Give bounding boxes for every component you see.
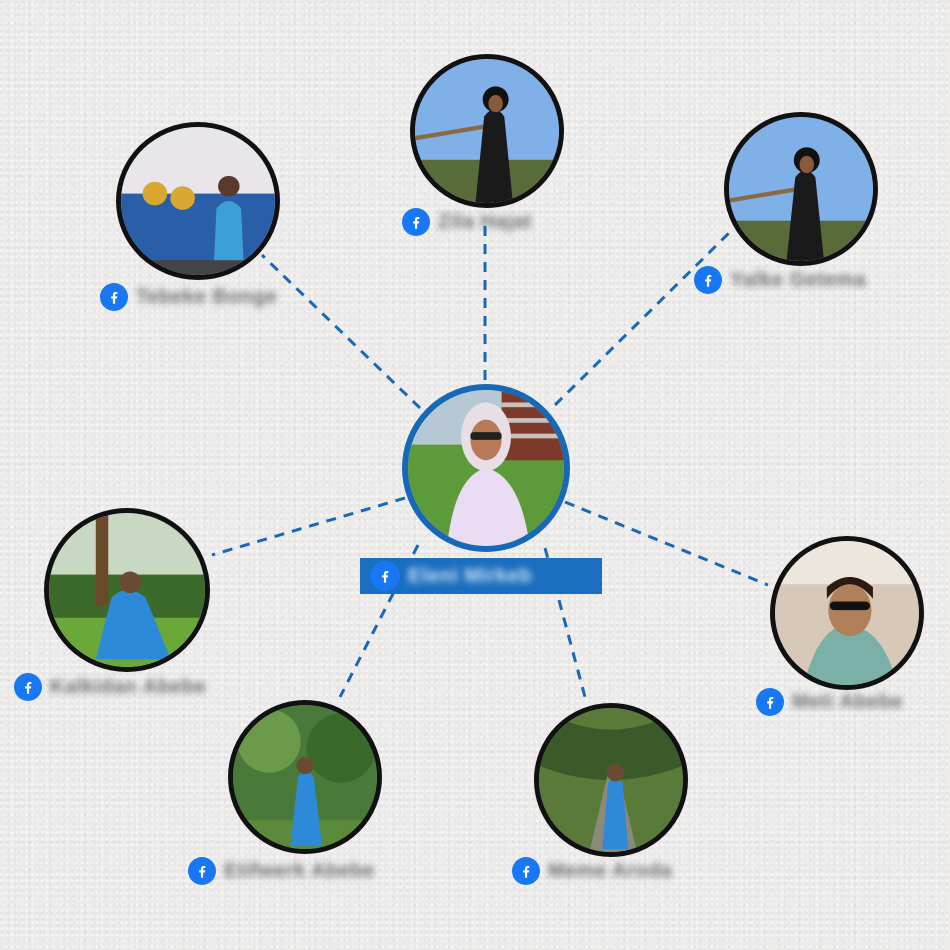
node-name: Meme Aroda (548, 859, 673, 882)
node-label-left[interactable]: Kalkidan Abebe (14, 673, 206, 701)
node-name: Etifwerk Abebe (224, 859, 375, 882)
connector-left (211, 496, 406, 557)
facebook-icon (402, 208, 430, 236)
node-label-top-left[interactable]: Tebeke Bonge (100, 283, 277, 311)
node-name: Tebeke Bonge (136, 285, 278, 308)
node-label-top-right[interactable]: Yalke Getema (694, 266, 866, 294)
connector-top-right (553, 230, 732, 407)
facebook-icon (370, 561, 400, 591)
node-name: Yalke Getema (730, 268, 867, 291)
facebook-icon (188, 857, 216, 885)
profile-photo-right[interactable] (770, 536, 924, 690)
node-label-bottom-right[interactable]: Meme Aroda (512, 857, 672, 885)
center-name-banner[interactable]: Eleni Mirkeb (360, 558, 602, 594)
profile-photo-top-left[interactable] (116, 122, 280, 280)
node-label-bottom-left[interactable]: Etifwerk Abebe (188, 857, 375, 885)
connector-top-left (260, 253, 422, 410)
profile-photo-bottom-right[interactable] (534, 703, 688, 857)
center-name: Eleni Mirkeb (408, 564, 532, 587)
connector-right (564, 500, 769, 587)
profile-photo-left[interactable] (44, 508, 210, 672)
node-name: Zila Hajat (438, 210, 532, 233)
facebook-icon (100, 283, 128, 311)
node-name: Meti Abebe (792, 690, 903, 713)
facebook-icon (512, 857, 540, 885)
facebook-icon (14, 673, 42, 701)
center-profile-photo[interactable] (402, 384, 570, 552)
profile-photo-bottom-left[interactable] (228, 700, 382, 854)
node-label-right[interactable]: Meti Abebe (756, 688, 903, 716)
profile-photo-top-right[interactable] (724, 112, 878, 266)
profile-photo-top[interactable] (410, 54, 564, 208)
facebook-icon (756, 688, 784, 716)
node-label-top[interactable]: Zila Hajat (402, 208, 532, 236)
facebook-icon (694, 266, 722, 294)
node-name: Kalkidan Abebe (50, 675, 207, 698)
